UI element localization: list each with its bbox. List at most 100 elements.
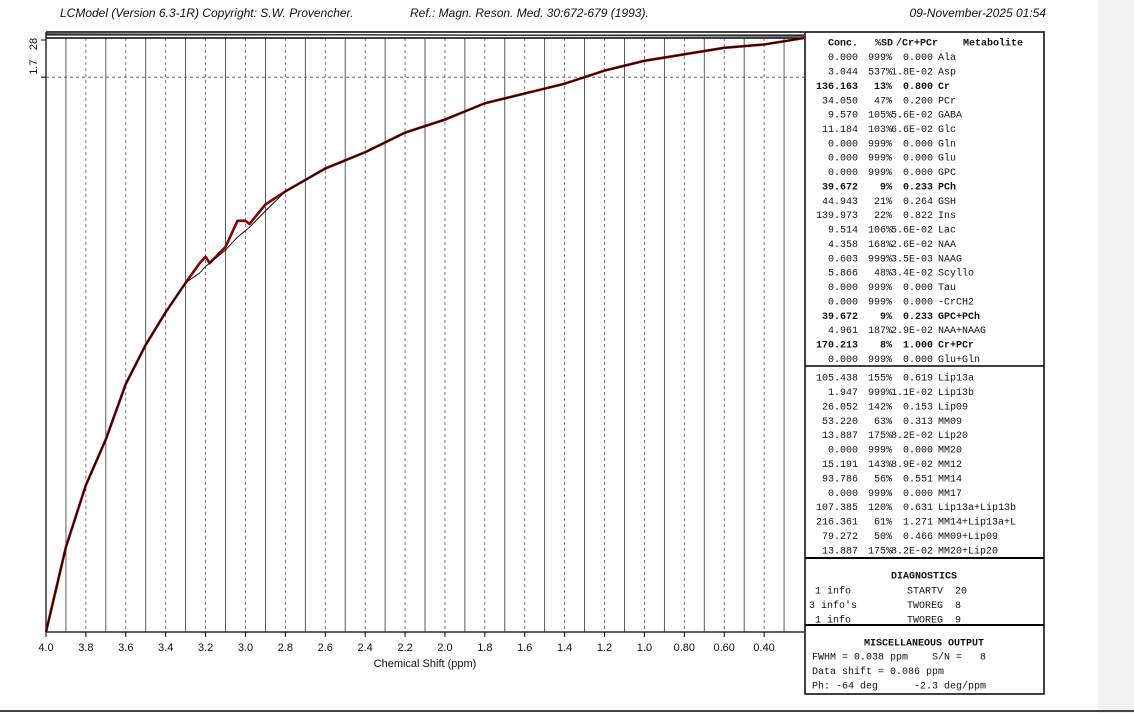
x-tick-label: 3.0	[238, 642, 253, 654]
table-cell: 999%	[868, 139, 892, 150]
table-cell: 4.358	[828, 240, 858, 251]
table-cell: Lip20	[938, 430, 968, 442]
table-header: /Cr+PCr	[896, 38, 938, 50]
diagnostics-cell: 1 info	[815, 586, 851, 598]
table-cell: Tau	[938, 283, 956, 294]
table-cell: 56%	[874, 474, 892, 485]
table-cell: 0.000	[828, 355, 858, 366]
x-tick-label: 2.0	[437, 642, 452, 654]
table-cell: 155%	[868, 374, 892, 385]
diagnostics-cell: 8	[955, 601, 961, 612]
table-cell: 9%	[880, 182, 892, 193]
table-cell: MM09	[938, 417, 962, 428]
table-cell: Lac	[938, 226, 956, 237]
x-tick-label: 0.80	[674, 642, 695, 654]
diagnostics-cell: 1 info	[815, 615, 851, 627]
table-cell: 999%	[868, 388, 892, 399]
table-cell: 39.672	[822, 312, 858, 323]
table-cell: 9.514	[828, 226, 858, 237]
table-header: %SD	[875, 39, 893, 50]
table-cell: 13.887	[822, 546, 858, 557]
table-cell: MM12	[938, 460, 962, 471]
x-tick-label: 1.0	[637, 642, 652, 654]
x-tick-label: 3.6	[118, 642, 133, 654]
table-cell: 3.044	[828, 68, 858, 79]
table-cell: 187%	[868, 326, 892, 337]
table-cell: 0.603	[828, 254, 858, 265]
table-cell: 79.272	[822, 532, 858, 543]
table-cell: 136.163	[816, 82, 858, 93]
program-title: LCModel (Version 6.3-1R) Copyright: S.W.…	[60, 6, 353, 20]
table-cell: MM20+Lip20	[938, 545, 998, 557]
misc-line: Data shift = 0.086 ppm	[812, 666, 944, 678]
table-cell: MM14	[938, 474, 962, 485]
table-cell: 0.000	[903, 355, 933, 366]
table-cell: 0.200	[903, 96, 933, 107]
table-cell: MM09+Lip09	[938, 531, 998, 543]
table-cell: 999%	[868, 355, 892, 366]
table-cell: Glu	[938, 153, 956, 165]
table-cell: 168%	[868, 240, 892, 251]
table-cell: 999%	[868, 154, 892, 165]
table-cell: PCh	[938, 181, 956, 193]
table-cell: 1.1E-02	[891, 388, 933, 399]
table-cell: 0.000	[903, 489, 933, 500]
table-cell: Lip13a	[938, 373, 974, 385]
table-cell: 999%	[868, 283, 892, 294]
table-frame	[804, 31, 1045, 695]
table-cell: 0.822	[903, 211, 933, 222]
table-cell: 999%	[868, 489, 892, 500]
table-cell: 0.264	[903, 197, 933, 208]
table-cell: 175%	[868, 431, 892, 442]
table-cell: 1.8E-02	[891, 68, 933, 79]
table-cell: 0.000	[828, 53, 858, 64]
table-cell: 105%	[868, 111, 892, 122]
table-cell: 93.786	[822, 474, 858, 485]
table-cell: Cr+PCr	[938, 341, 974, 352]
x-tick-label: 3.8	[78, 642, 93, 654]
table-cell: Ala	[938, 52, 956, 64]
table-cell: 0.000	[903, 297, 933, 308]
table-cell: 0.000	[903, 53, 933, 64]
table-cell: 39.672	[822, 182, 858, 193]
table-cell: 999%	[868, 53, 892, 64]
table-cell: 26.052	[822, 402, 858, 413]
table-cell: 0.000	[903, 283, 933, 294]
table-cell: Cr	[938, 82, 950, 93]
diagnostics-cell: TWOREG	[907, 616, 943, 627]
table-cell: 0.466	[903, 532, 933, 543]
table-cell: 0.551	[903, 474, 933, 485]
table-cell: PCr	[938, 96, 956, 107]
table-cell: 0.000	[828, 154, 858, 165]
table-cell: GPC	[938, 168, 956, 179]
table-cell: 142%	[868, 402, 892, 413]
table-cell: 13.887	[822, 431, 858, 442]
table-cell: 0.619	[903, 374, 933, 385]
misc-title: MISCELLANEOUS OUTPUT	[864, 639, 984, 650]
table-cell: 50%	[874, 532, 892, 543]
table-cell: -CrCH2	[938, 297, 974, 308]
diagnostics-cell: TWOREG	[907, 601, 943, 612]
side-strip	[1098, 0, 1134, 713]
table-cell: 120%	[868, 503, 892, 514]
table-cell: 537%	[868, 68, 892, 79]
diagnostics-cell: 3 info's	[809, 600, 857, 612]
table-cell: Lip13b	[938, 387, 974, 399]
x-tick-label: 4.0	[38, 642, 53, 654]
table-cell: 0.000	[903, 446, 933, 457]
table-cell: 0.000	[828, 168, 858, 179]
table-cell: 0.000	[828, 283, 858, 294]
table-cell: 0.800	[903, 82, 933, 93]
table-cell: Asp	[938, 68, 956, 79]
table-cell: 3.5E-03	[891, 254, 933, 265]
table-cell: 105.438	[816, 374, 858, 385]
table-cell: 0.631	[903, 503, 933, 514]
table-cell: 0.000	[828, 297, 858, 308]
table-cell: 106%	[868, 226, 892, 237]
table-cell: 175%	[868, 546, 892, 557]
residual	[45, 33, 805, 37]
x-tick-label: 0.60	[713, 642, 734, 654]
table-cell: 5.866	[828, 269, 858, 280]
table-cell: Glu+Gln	[938, 354, 980, 366]
x-tick-label: 3.2	[198, 642, 213, 654]
